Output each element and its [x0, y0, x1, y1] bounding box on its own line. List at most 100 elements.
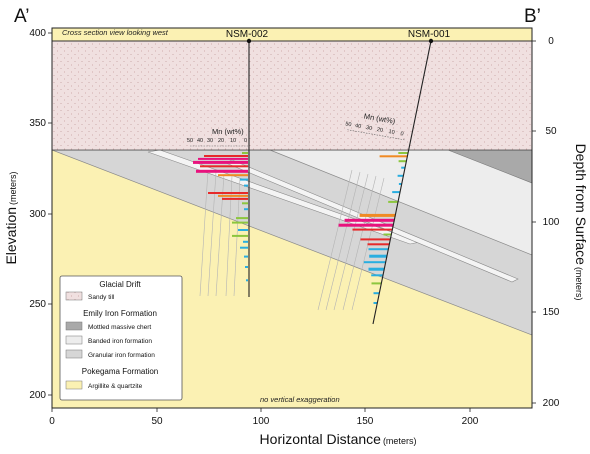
drillhole-nsm-001 [372, 40, 432, 325]
view-direction-note: Cross section view looking west [62, 28, 169, 37]
mn-tick-label: 50 [345, 121, 352, 128]
mn-bar [398, 183, 402, 185]
mn-tick-label: 30 [365, 125, 372, 132]
mn-bar [371, 282, 382, 285]
mn-bar [240, 178, 248, 181]
exaggeration-note: no vertical exaggeration [260, 395, 340, 404]
mn-bar [232, 234, 248, 237]
mn-bar [222, 197, 248, 200]
depth-tick-label: 150 [543, 307, 560, 318]
mn-scale-title: Mn (wt%) [212, 127, 244, 136]
mn-bar [196, 169, 248, 173]
mn-tick-label: 20 [376, 127, 383, 134]
geology-layers [52, 28, 532, 408]
legend-swatch-argillite [65, 380, 83, 390]
mn-bar [373, 302, 378, 304]
mn-bar [352, 228, 393, 231]
legend-item-label: Granular iron formation [88, 352, 155, 359]
mn-bar [383, 233, 392, 236]
mn-bar [367, 243, 390, 246]
legend-item-label: Mottled massive chert [88, 324, 151, 331]
depth-tick-label: 200 [543, 398, 560, 409]
correlation-lines [199, 169, 385, 311]
mn-bar [344, 218, 395, 222]
horizontal-distance-axis: 0 50 100 150 200 Horizontal Distance (met… [49, 408, 479, 447]
mn-bar [360, 238, 391, 241]
distance-axis-title: Horizontal Distance (meters) [260, 431, 417, 447]
mn-tick-label: 10 [388, 129, 395, 136]
legend: Glacial Drift Sandy till Emily Iron Form… [59, 275, 183, 401]
mn-bar [236, 217, 248, 220]
elevation-tick-label: 300 [29, 209, 46, 220]
section-label-a-prime: A’ [14, 6, 29, 27]
mn-bar [232, 221, 248, 224]
elevation-axis-title: Elevation(meters) [3, 171, 19, 264]
mn-bar [369, 254, 388, 258]
distance-tick-label: 50 [151, 416, 163, 427]
mn-histogram-nsm-002 [193, 152, 248, 282]
mn-bar [373, 292, 380, 295]
legend-group-title: Emily Iron Formation [83, 309, 157, 318]
mn-tick-label: 40 [355, 123, 362, 130]
elevation-axis: 400 350 300 250 200 Elevation(meters) [3, 28, 52, 401]
distance-tick-label: 0 [49, 416, 55, 427]
mn-bar [363, 261, 386, 264]
well-label-nsm-002: NSM-002 [226, 29, 269, 40]
mn-bar [392, 191, 401, 194]
depth-tick-label: 100 [543, 217, 560, 228]
mn-bar [388, 200, 399, 203]
mn-tick-label: 0 [400, 131, 404, 137]
mn-bar [401, 166, 406, 169]
mn-tick-label: 0 [244, 138, 247, 144]
collar-nsm-002 [246, 38, 252, 44]
mn-bar [359, 213, 396, 217]
depth-tick-label: 0 [548, 36, 554, 47]
mn-bar [218, 194, 248, 197]
mn-bar [193, 160, 248, 164]
mn-histogram-nsm-001 [338, 152, 409, 304]
mn-bar [244, 184, 248, 187]
mn-bar [371, 274, 384, 277]
mn-tick-label: 30 [207, 138, 213, 144]
well-label-nsm-001: NSM-001 [408, 29, 451, 40]
elevation-tick-label: 200 [29, 390, 46, 401]
elevation-tick-label: 250 [29, 299, 46, 310]
mn-bar [240, 246, 248, 249]
mn-bar [200, 165, 248, 168]
legend-group-title: Pokegama Formation [82, 367, 158, 376]
mn-tick-label: 50 [187, 138, 193, 144]
legend-group-title: Glacial Drift [99, 280, 141, 289]
collar-nsm-001 [428, 38, 434, 44]
mn-bar [238, 229, 248, 231]
mn-bar [242, 202, 248, 205]
mn-bar [368, 248, 389, 251]
mn-bar [218, 174, 248, 177]
legend-item-label: Sandy till [88, 294, 115, 301]
legend-swatch-granular [65, 349, 83, 359]
mn-bar [244, 255, 248, 258]
mn-bar [198, 157, 248, 160]
mn-tick-label: 20 [218, 138, 224, 144]
mn-bar [338, 223, 394, 227]
legend-swatch-sandy-till [65, 291, 83, 301]
glacial-drift-layer [52, 40, 532, 151]
mn-scale-nsm-002: Mn (wt%) 50 40 30 20 10 0 [187, 127, 248, 147]
mn-bar [208, 192, 248, 194]
elevation-tick-label: 400 [29, 28, 46, 39]
legend-box [59, 275, 183, 401]
depth-axis: 0 50 100 150 200 Depth from Surface(mete… [532, 36, 589, 409]
legend-item-label: Argillite & quartzite [88, 383, 143, 390]
mn-bar [397, 174, 404, 177]
mn-bar [246, 279, 248, 282]
mn-tick-label: 40 [197, 138, 203, 144]
mn-bar [242, 152, 248, 154]
distance-tick-label: 200 [462, 416, 479, 427]
distance-tick-label: 100 [253, 416, 270, 427]
depth-axis-title: Depth from Surface(meters) [573, 144, 589, 301]
mn-bar [368, 267, 385, 271]
legend-swatch-banded [65, 335, 83, 345]
elevation-tick-label: 350 [29, 118, 46, 129]
mn-tick-label: 10 [230, 138, 236, 144]
mn-bar [243, 240, 248, 243]
mn-bar [398, 152, 409, 154]
